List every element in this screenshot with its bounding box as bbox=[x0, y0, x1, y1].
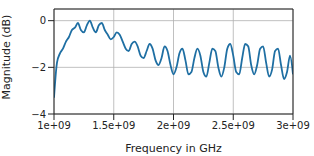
svg-text:2e+09: 2e+09 bbox=[157, 120, 191, 131]
svg-text:Frequency in GHz: Frequency in GHz bbox=[125, 142, 222, 155]
svg-text:2.5e+09: 2.5e+09 bbox=[212, 120, 255, 131]
svg-text:Magnitude (dB): Magnitude (dB) bbox=[8, 15, 13, 100]
svg-text:1.5e+09: 1.5e+09 bbox=[92, 120, 135, 131]
svg-text:0: 0 bbox=[40, 15, 46, 26]
svg-text:−2: −2 bbox=[31, 62, 46, 73]
svg-text:1e+09: 1e+09 bbox=[37, 120, 71, 131]
svg-text:−4: −4 bbox=[31, 109, 46, 120]
svg-text:3e+09: 3e+09 bbox=[276, 120, 306, 131]
